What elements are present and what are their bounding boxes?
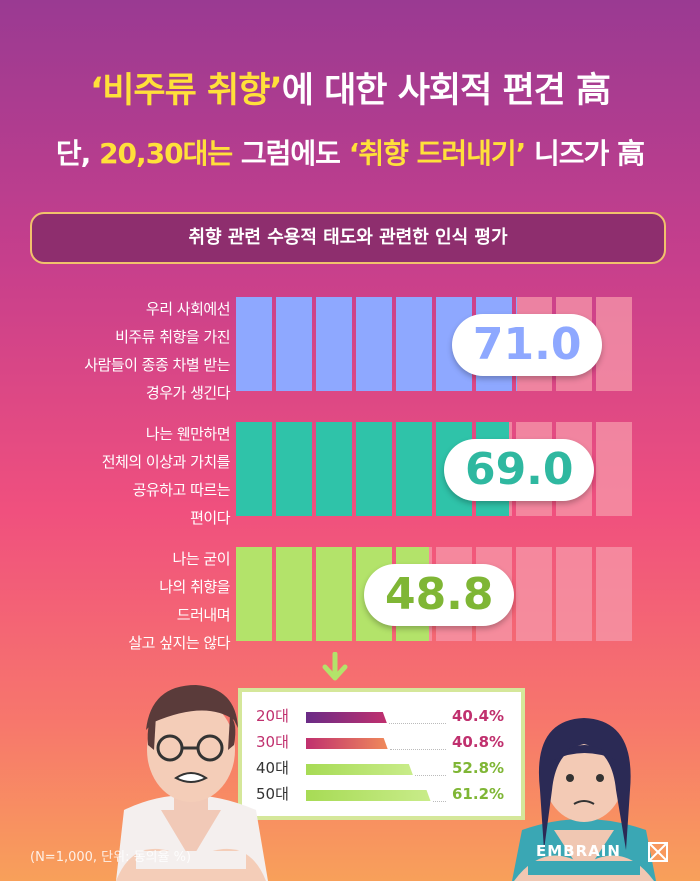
age-label: 40대: [256, 759, 289, 777]
age-leader-line: [414, 775, 446, 776]
age-bar: [306, 738, 388, 749]
age-row: 30대 40.8%: [256, 732, 516, 752]
bar-segment: [356, 422, 392, 516]
bar-value-label: 48.8: [364, 564, 515, 626]
age-bar: [306, 764, 413, 775]
bar-segment: [276, 547, 312, 641]
bar-value-label: 69.0: [444, 439, 595, 501]
age-label: 20대: [256, 707, 289, 725]
bar-segment: [316, 297, 352, 391]
bar-segment: [276, 422, 312, 516]
age-leader-line: [432, 801, 446, 802]
age-bar: [306, 790, 431, 801]
bar-segment: [236, 422, 272, 516]
age-row: 40대 52.8%: [256, 758, 516, 778]
embrain-logo-icon: [648, 842, 668, 862]
age-value: 40.8%: [452, 733, 505, 751]
brand-logo: EMBRAIN: [536, 842, 621, 860]
man-illustration: [116, 685, 268, 881]
age-row: 20대 40.4%: [256, 706, 516, 726]
bar-label-line: 나는 웬만하면: [145, 425, 231, 443]
bar-label-line: 나의 취향을: [159, 578, 230, 596]
bar-segment: [396, 297, 432, 391]
bar-label-line: 살고 싶지는 않다: [128, 634, 230, 652]
age-leader-line: [389, 749, 446, 750]
bar-empty-segment: [516, 547, 552, 641]
headline-line-1: ‘비주류 취향’에 대한 사회적 편견 高: [0, 62, 700, 113]
bar-segment: [236, 547, 272, 641]
woman-illustration: [512, 718, 656, 881]
bar-segment: [356, 297, 392, 391]
bar-empty-segment: [556, 547, 592, 641]
bar-label-line: 드러내며: [176, 606, 231, 624]
bar-segment: [396, 422, 432, 516]
bar-label-line: 우리 사회에선: [145, 300, 231, 318]
bar-empty-segment: [596, 547, 632, 641]
bar-segment: [276, 297, 312, 391]
age-label: 30대: [256, 733, 289, 751]
age-leader-line: [388, 723, 446, 724]
arrow-down-icon: [322, 652, 348, 681]
age-value: 40.4%: [452, 707, 505, 725]
age-bar-track: [306, 764, 446, 776]
headline-quote-1: ‘비주류 취향’: [89, 71, 283, 111]
headline-quote-2: ‘취향 드러내기’: [348, 137, 527, 170]
headline-mid-2: 그럼에도: [232, 137, 349, 170]
bar-segment: [316, 422, 352, 516]
age-label: 50대: [256, 785, 289, 803]
age-row: 50대 61.2%: [256, 784, 516, 804]
bar-label-line: 공유하고 따르는: [132, 481, 231, 499]
age-bar-track: [306, 738, 446, 750]
age-bar: [306, 712, 387, 723]
headline-rest-1: 에 대한 사회적 편견 高: [281, 71, 611, 111]
bar-empty-segment: [596, 422, 632, 516]
chart-subtitle: 취향 관련 수용적 태도와 관련한 인식 평가: [30, 212, 666, 264]
age-breakdown-panel: 20대 40.4% 30대 40.8% 40대 52.8% 50대 61.2%: [238, 688, 525, 820]
bar-segment: [236, 297, 272, 391]
age-value: 61.2%: [452, 785, 505, 803]
bar-label-line: 편이다: [190, 509, 230, 527]
headline-post-2: 니즈가 高: [525, 137, 645, 170]
bar-label-line: 사람들이 종종 차별 받는: [84, 356, 230, 374]
age-bar-track: [306, 790, 446, 802]
bar-label-line: 전체의 이상과 가치를: [101, 453, 231, 471]
bar-track: [236, 547, 632, 641]
headline-line-2: 단, 20,30대는 그럼에도 ‘취향 드러내기’ 니즈가 高: [0, 132, 700, 172]
age-bar-track: [306, 712, 446, 724]
sample-note: (N=1,000, 단위: 동의율 %): [30, 850, 192, 865]
bar-value-label: 71.0: [452, 314, 603, 376]
bar-label-line: 비주류 취향을 가진: [115, 328, 230, 346]
bar-segment: [316, 547, 352, 641]
bar-label-line: 경우가 생긴다: [145, 384, 231, 402]
age-value: 52.8%: [452, 759, 505, 777]
headline-highlight-2: 20,30대는: [99, 137, 233, 170]
bar-label-line: 나는 굳이: [172, 550, 231, 568]
headline-pre-2: 단,: [55, 137, 100, 170]
